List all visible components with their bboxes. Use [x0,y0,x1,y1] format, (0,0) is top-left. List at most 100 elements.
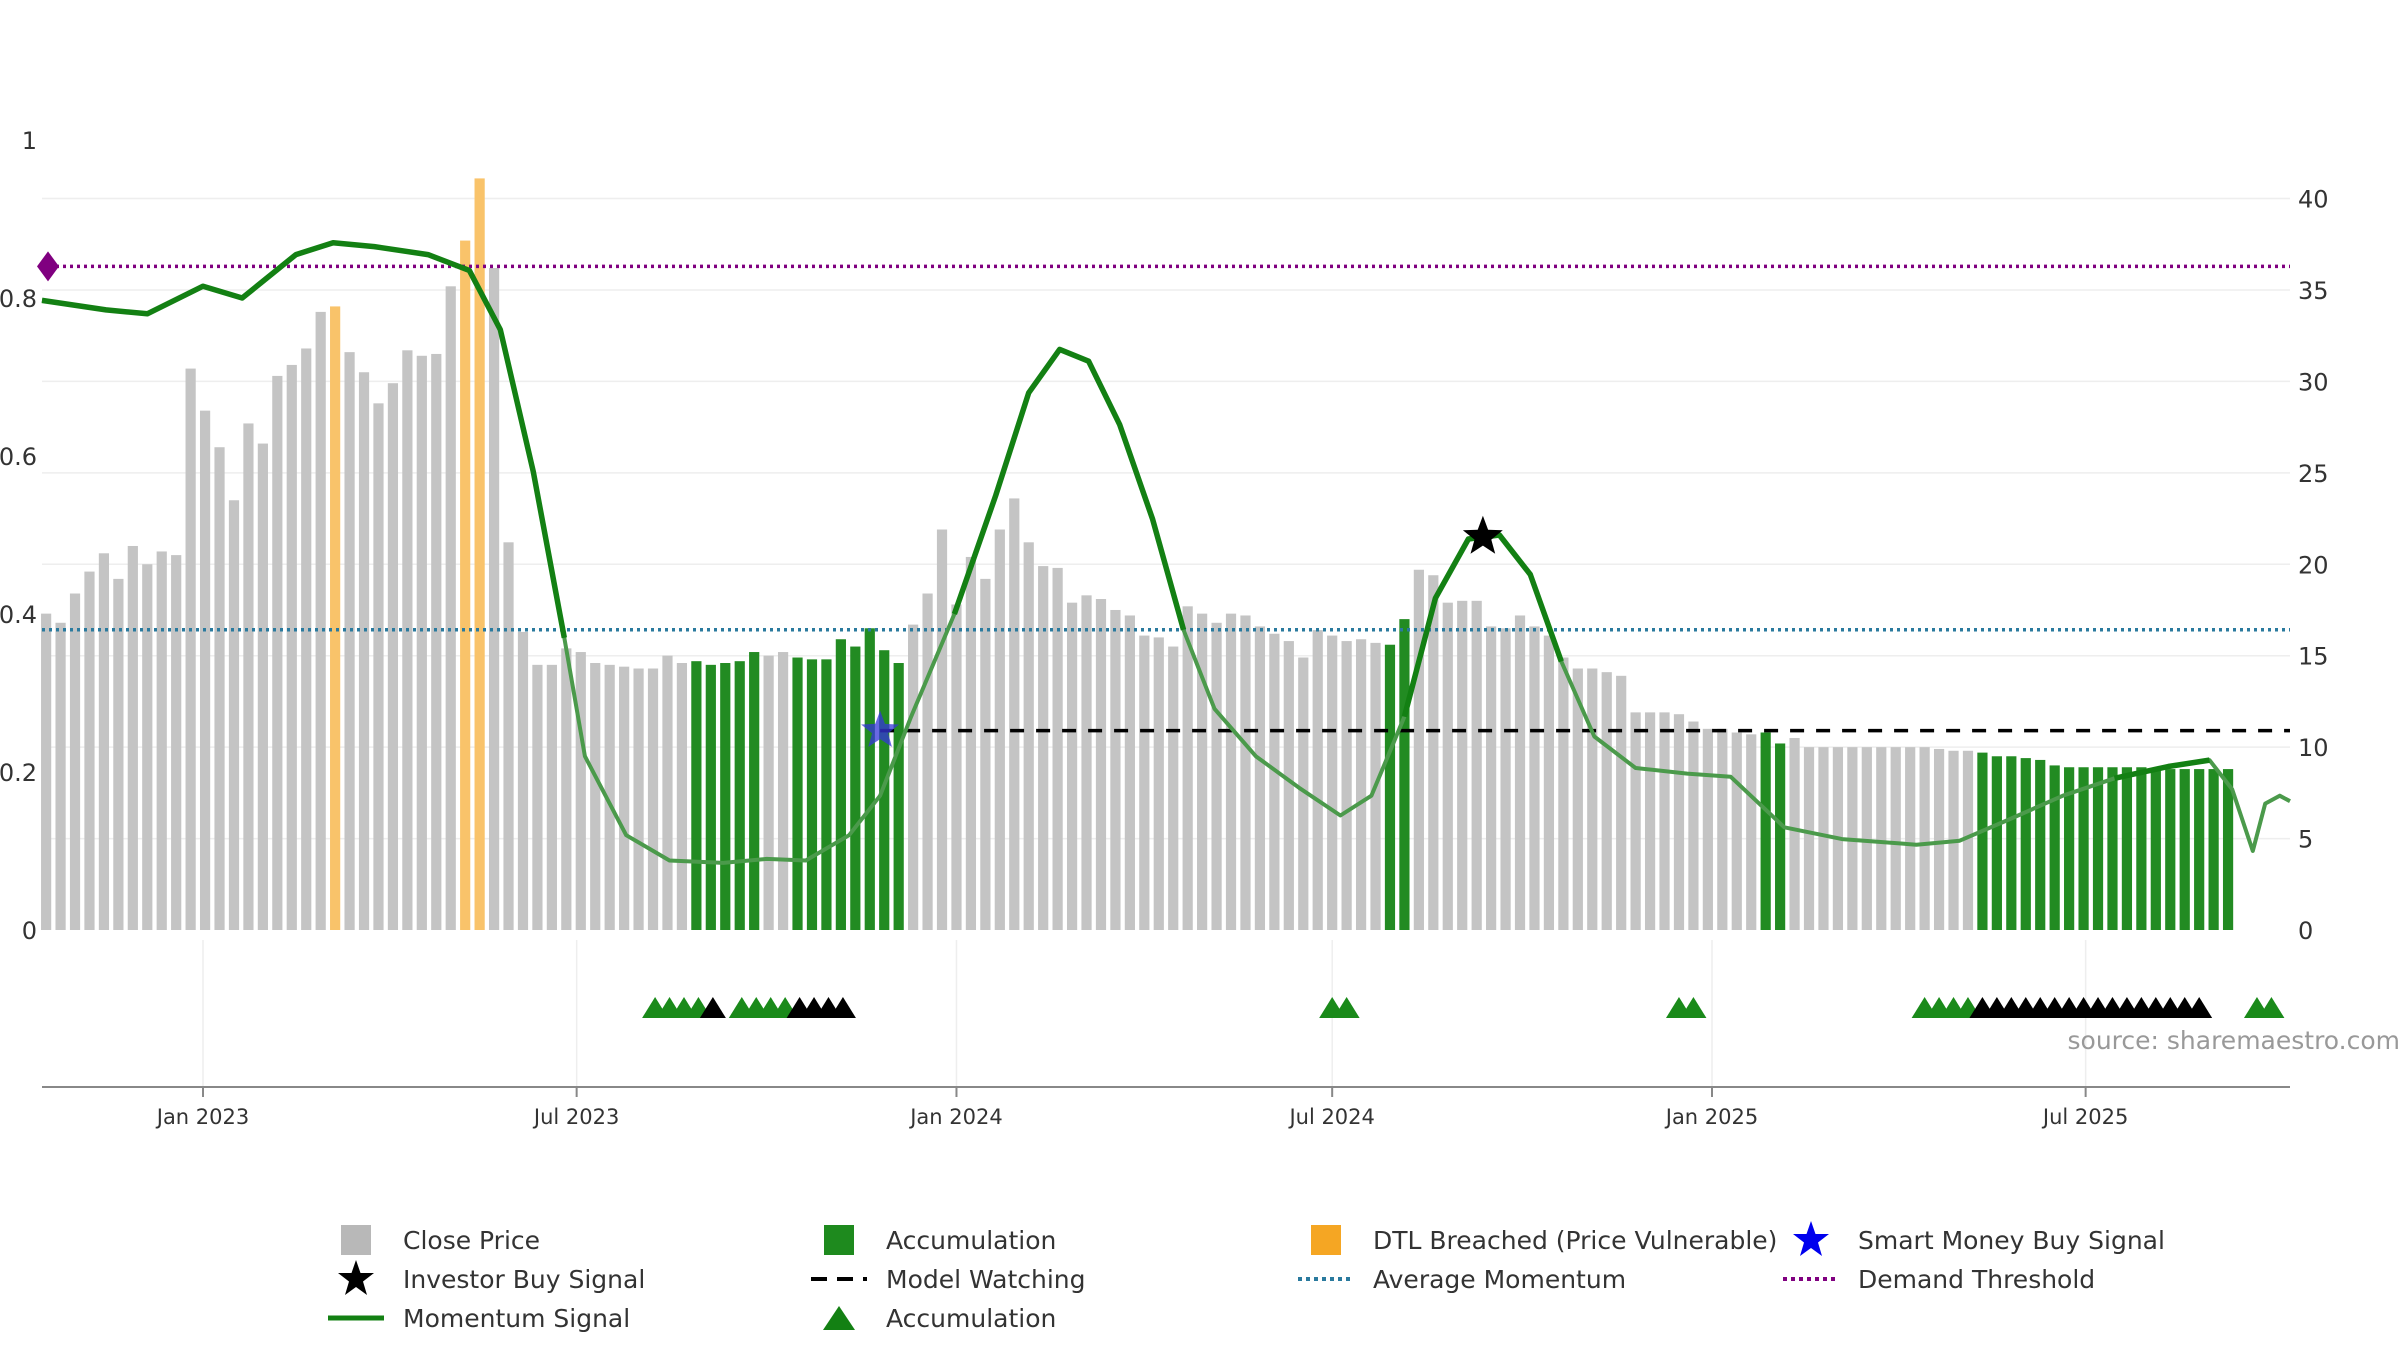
dtl-breached-bar [330,306,341,930]
close-price-bar [1341,641,1352,930]
close-price-bar [676,663,688,930]
accumulation-signal-triangle [1680,997,1707,1018]
close-price-bar [243,423,254,930]
close-price-bar [662,655,673,930]
close-price-bar [1413,569,1424,930]
close-price-bar [1789,737,1800,930]
close-price-bar [1876,747,1887,930]
accumulation-bar [749,652,760,930]
accumulation-bar [2049,765,2060,930]
close-price-bar [1644,712,1656,930]
y-right-tick-label: 40 [2298,186,2329,214]
close-price-bar [445,286,456,931]
close-price-bar [908,624,919,930]
close-price-bar [763,655,774,930]
close-price-bar [1225,613,1237,930]
close-price-bar [286,364,297,930]
accumulation-bar [2194,769,2205,930]
close-price-bar [156,551,167,930]
close-price-bar [1572,668,1583,930]
close-price-bar [1818,747,1829,930]
close-price-bar [1428,575,1439,930]
accumulation-bar [705,664,716,930]
reference-lines [37,251,2290,733]
close-price-bar [1616,675,1627,930]
close-price-bar [1587,668,1598,930]
close-price-bar [777,652,789,930]
close-price-bar [1717,728,1728,930]
x-tick-label: Jan 2025 [1664,1105,1759,1129]
y-left-tick-label: 0.6 [0,443,37,471]
close-price-bar [951,604,962,930]
close-price-bar [1269,633,1280,930]
accumulation-bar [1977,752,1988,930]
x-tick-label: Jan 2024 [908,1105,1003,1129]
accumulation-bar [1399,619,1410,930]
close-price-bar [980,578,991,930]
accumulation-bar [864,628,875,930]
close-price-bar [402,350,413,931]
accumulation-bar [2150,769,2161,930]
y-right-tick-label: 15 [2298,643,2329,671]
close-price-bar [1688,721,1699,930]
accumulation-bar [821,659,832,930]
close-price-bar [1962,750,1974,930]
close-price-bar [1486,626,1497,930]
close-price-bar [373,403,384,930]
close-price-bar [575,652,586,930]
momentum-signal [41,239,2291,865]
y-left-tick-label: 0.8 [0,285,37,313]
investor-signal-triangle [699,997,726,1018]
accumulation-bar [2092,767,2104,930]
close-price-bar [1500,628,1511,930]
close-price-bar [1240,615,1251,930]
x-tick-label: Jul 2024 [1287,1105,1374,1129]
close-price-bar [214,447,225,930]
close-price-bar [488,268,500,930]
close-price-bar [1659,712,1670,930]
close-price-bar [1861,747,1872,930]
close-price-bar [561,648,572,930]
y-right-tick-label: 35 [2298,277,2329,305]
close-price-bar [416,355,427,930]
close-price-bar [994,529,1005,930]
accumulation-bar [734,661,745,930]
accumulation-bar [2035,759,2046,930]
close-price-bar [1197,613,1208,930]
accumulation-bar [2136,767,2147,930]
accumulation-bar [720,663,731,930]
close-price-bar [546,664,557,930]
close-price-bar [315,311,326,930]
accumulation-bar [2006,756,2017,930]
x-tick-label: Jul 2023 [532,1105,619,1129]
close-price-bar [604,664,615,930]
accumulation-bar [2020,758,2031,930]
close-price-bar [1355,639,1367,930]
close-price-bar [1471,600,1482,930]
y-right-tick-label: 5 [2298,826,2313,854]
accumulation-bar [691,661,702,930]
y-left-tick-label: 1 [22,127,37,155]
close-price-bar [171,555,182,930]
source-credit: source: sharemaestro.com [2067,1026,2400,1055]
close-price-bar [1673,714,1685,930]
accumulation-bar [1775,743,1786,930]
y-right-tick-label: 25 [2298,460,2329,488]
accumulation-bar [893,663,904,930]
close-price-bar [1529,626,1540,930]
close-price-bar [41,613,52,930]
accumulation-bar [835,639,846,930]
close-price-bar [1933,748,1945,930]
close-price-bar [1298,657,1309,930]
demand-threshold-marker [37,251,59,282]
close-price-bar [1023,542,1034,930]
close-price-bar [1702,728,1713,930]
close-price-bar [1095,599,1107,930]
accumulation-bar [1991,756,2002,930]
close-price-bar [1066,602,1078,930]
close-price-bar [257,443,268,930]
close-price-bar [1211,622,1222,930]
close-price-bar [1009,498,1020,930]
close-price-bar [532,664,543,930]
